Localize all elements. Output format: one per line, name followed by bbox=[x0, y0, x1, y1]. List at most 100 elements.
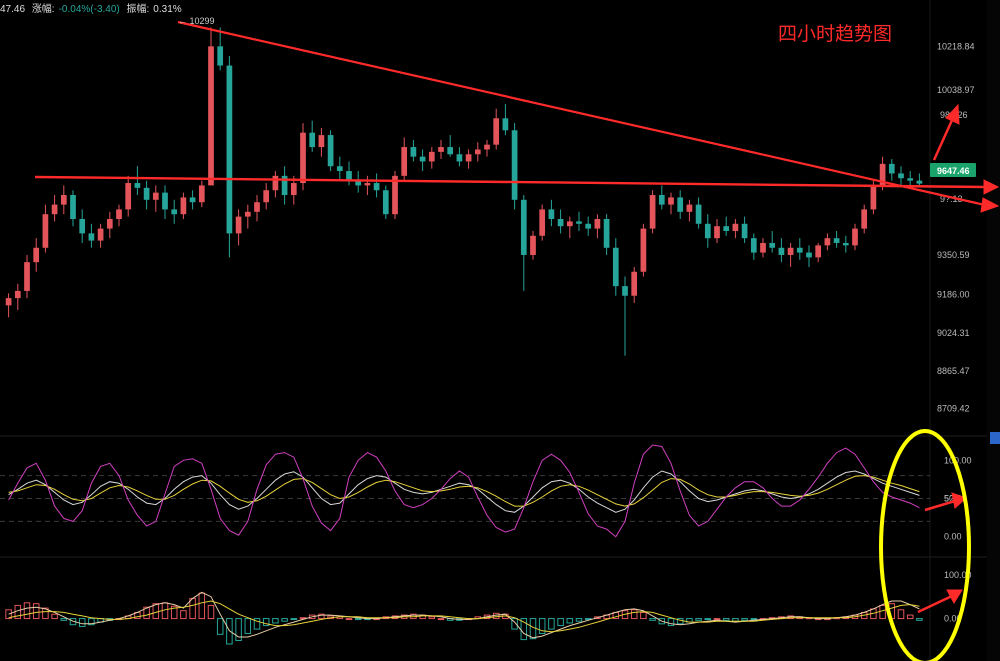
candle-body bbox=[916, 180, 923, 184]
candle-body bbox=[180, 197, 187, 215]
price-tick-label: 8865.47 bbox=[937, 366, 970, 376]
kdj-tick-label: 100.00 bbox=[944, 455, 972, 465]
macd-histogram-bar bbox=[354, 618, 362, 621]
macd-histogram-bar bbox=[198, 592, 206, 620]
kdj-axis: 100.0050.000.005?.?? bbox=[0, 455, 972, 542]
candle-body bbox=[14, 290, 21, 299]
candle-body bbox=[530, 235, 536, 255]
candle-body bbox=[300, 132, 306, 184]
macd-dea-line bbox=[8, 600, 920, 633]
candle-body bbox=[456, 154, 463, 162]
macd-histogram-bar bbox=[557, 618, 564, 627]
macd-histogram-bar bbox=[741, 618, 748, 621]
candle-body bbox=[410, 147, 417, 157]
candle-body bbox=[373, 183, 380, 191]
price-axis: 10218.8410038.979688.679350.599186.00902… bbox=[937, 42, 975, 414]
macd-histogram-bar bbox=[180, 610, 187, 620]
horizontal-trendline bbox=[34, 175, 986, 189]
candle-body bbox=[557, 219, 564, 227]
macd-histogram-bar bbox=[483, 614, 491, 620]
macd-histogram-bar bbox=[906, 614, 914, 620]
macd-dif-line bbox=[8, 591, 920, 639]
candle-body bbox=[723, 226, 730, 231]
candle-body bbox=[392, 175, 398, 215]
candle-body bbox=[152, 192, 159, 200]
macd-histogram-bar bbox=[548, 618, 555, 630]
amplitude-label: 振幅: bbox=[126, 4, 150, 15]
current-price-tag: 9647.46 bbox=[930, 163, 976, 177]
candle-body bbox=[640, 228, 647, 272]
macd-histogram-bar bbox=[143, 606, 150, 620]
macd-histogram-bar bbox=[520, 618, 528, 641]
candle-body bbox=[125, 183, 132, 210]
candle-body bbox=[686, 204, 693, 212]
right-sidebar bbox=[987, 0, 1000, 661]
candle-body bbox=[447, 147, 454, 155]
macd-histogram-bar bbox=[640, 611, 647, 620]
price-tick-label: 9024.31 bbox=[937, 328, 970, 338]
candle-body bbox=[116, 209, 122, 219]
candle-body bbox=[677, 197, 684, 212]
candle-body bbox=[336, 166, 343, 172]
candle-body bbox=[70, 195, 76, 219]
current-price-value: 9647.46 bbox=[937, 166, 970, 176]
macd-histogram-bar bbox=[916, 618, 923, 621]
candle-body bbox=[649, 195, 656, 229]
candle-body bbox=[769, 242, 776, 248]
candle-body bbox=[520, 199, 527, 255]
candle-body bbox=[484, 144, 490, 150]
macd-histogram-bar bbox=[594, 616, 601, 620]
candle-body bbox=[474, 149, 481, 155]
candle-body bbox=[401, 147, 408, 176]
candle-body bbox=[106, 219, 113, 229]
candle-body bbox=[898, 173, 904, 179]
candle-body bbox=[668, 197, 674, 205]
candle-body bbox=[355, 180, 362, 186]
candle-body bbox=[493, 118, 500, 145]
change-label: 涨幅: bbox=[31, 4, 55, 15]
candle-body bbox=[97, 228, 104, 241]
highlight-ellipse bbox=[879, 429, 971, 661]
candle-body bbox=[594, 219, 601, 229]
candle-body bbox=[787, 247, 794, 255]
macd-histogram-bar bbox=[32, 603, 40, 620]
macd-histogram-bar bbox=[235, 618, 242, 641]
candle-body bbox=[318, 135, 325, 148]
candles-group bbox=[5, 27, 923, 356]
candle-body bbox=[189, 197, 196, 203]
candle-body bbox=[502, 118, 509, 131]
macd-histogram-bar bbox=[78, 618, 86, 627]
macd-histogram-bar bbox=[722, 618, 730, 621]
candle-body bbox=[162, 192, 168, 210]
price-tick-label: 9350.59 bbox=[937, 250, 970, 260]
candle-body bbox=[750, 238, 757, 253]
macd-tick-label: 0.00 bbox=[944, 614, 962, 624]
macd-histogram-bar bbox=[750, 618, 758, 621]
candle-body bbox=[143, 187, 150, 200]
macd-histogram-bar bbox=[511, 618, 518, 630]
macd-histogram-bar bbox=[695, 618, 702, 621]
candle-body bbox=[327, 135, 334, 167]
price-tick-label: 9186.00 bbox=[937, 289, 970, 299]
candle-body bbox=[272, 175, 279, 191]
macd-histogram-bar bbox=[290, 618, 298, 621]
macd-histogram-bar bbox=[713, 618, 721, 621]
macd-histogram-bar bbox=[575, 618, 583, 622]
sidebar-fragments bbox=[990, 432, 1000, 444]
macd-histogram-bar bbox=[5, 609, 12, 620]
candle-body bbox=[346, 171, 352, 181]
macd-histogram-bar bbox=[308, 614, 316, 620]
macd-histogram-bar bbox=[189, 597, 196, 620]
macd-histogram-bar bbox=[281, 618, 288, 622]
macd-histogram-bar bbox=[428, 616, 436, 620]
macd-histogram-bar bbox=[262, 618, 270, 627]
candle-body bbox=[842, 242, 849, 246]
candle-body bbox=[612, 247, 619, 287]
candle-body bbox=[622, 286, 628, 296]
candle-body bbox=[226, 65, 233, 234]
candle-body bbox=[281, 175, 288, 196]
macd-histogram-bar bbox=[630, 609, 638, 620]
price-tick-label: 10218.84 bbox=[937, 42, 975, 52]
macd-histogram-bar bbox=[897, 609, 905, 620]
